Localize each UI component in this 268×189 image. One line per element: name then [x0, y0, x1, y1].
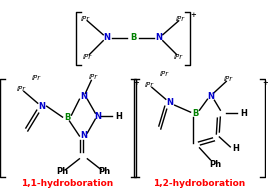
Text: H: H	[240, 109, 247, 118]
Text: N: N	[80, 132, 87, 140]
Text: N: N	[104, 33, 111, 42]
Text: B: B	[64, 113, 71, 122]
Text: N: N	[166, 98, 173, 107]
Text: B: B	[130, 33, 136, 42]
Text: iPr: iPr	[16, 86, 25, 92]
Text: N: N	[155, 33, 162, 42]
Text: +: +	[133, 79, 139, 87]
Text: N: N	[80, 92, 87, 101]
Text: iPr: iPr	[89, 74, 98, 80]
Text: iPr: iPr	[83, 53, 92, 60]
Text: Ph: Ph	[98, 167, 110, 176]
Text: H: H	[115, 112, 122, 121]
Text: iPr: iPr	[144, 82, 154, 88]
Text: 1,2-hydroboration: 1,2-hydroboration	[153, 179, 245, 188]
Text: iPr: iPr	[176, 16, 185, 22]
Text: H: H	[232, 144, 239, 153]
Text: iPr: iPr	[160, 71, 169, 77]
Text: 1,1-hydroboration: 1,1-hydroboration	[21, 179, 114, 188]
Text: Ph: Ph	[57, 167, 69, 176]
Text: iPr: iPr	[174, 53, 183, 60]
Text: N: N	[94, 112, 101, 121]
Text: +: +	[191, 11, 196, 19]
Text: +: +	[262, 79, 268, 87]
Text: N: N	[38, 102, 45, 111]
Text: B: B	[192, 109, 199, 118]
Text: iPr: iPr	[81, 16, 90, 22]
Text: Ph: Ph	[209, 160, 221, 169]
Text: iPr: iPr	[32, 75, 41, 81]
Text: N: N	[207, 92, 214, 101]
Text: iPr: iPr	[224, 76, 233, 82]
